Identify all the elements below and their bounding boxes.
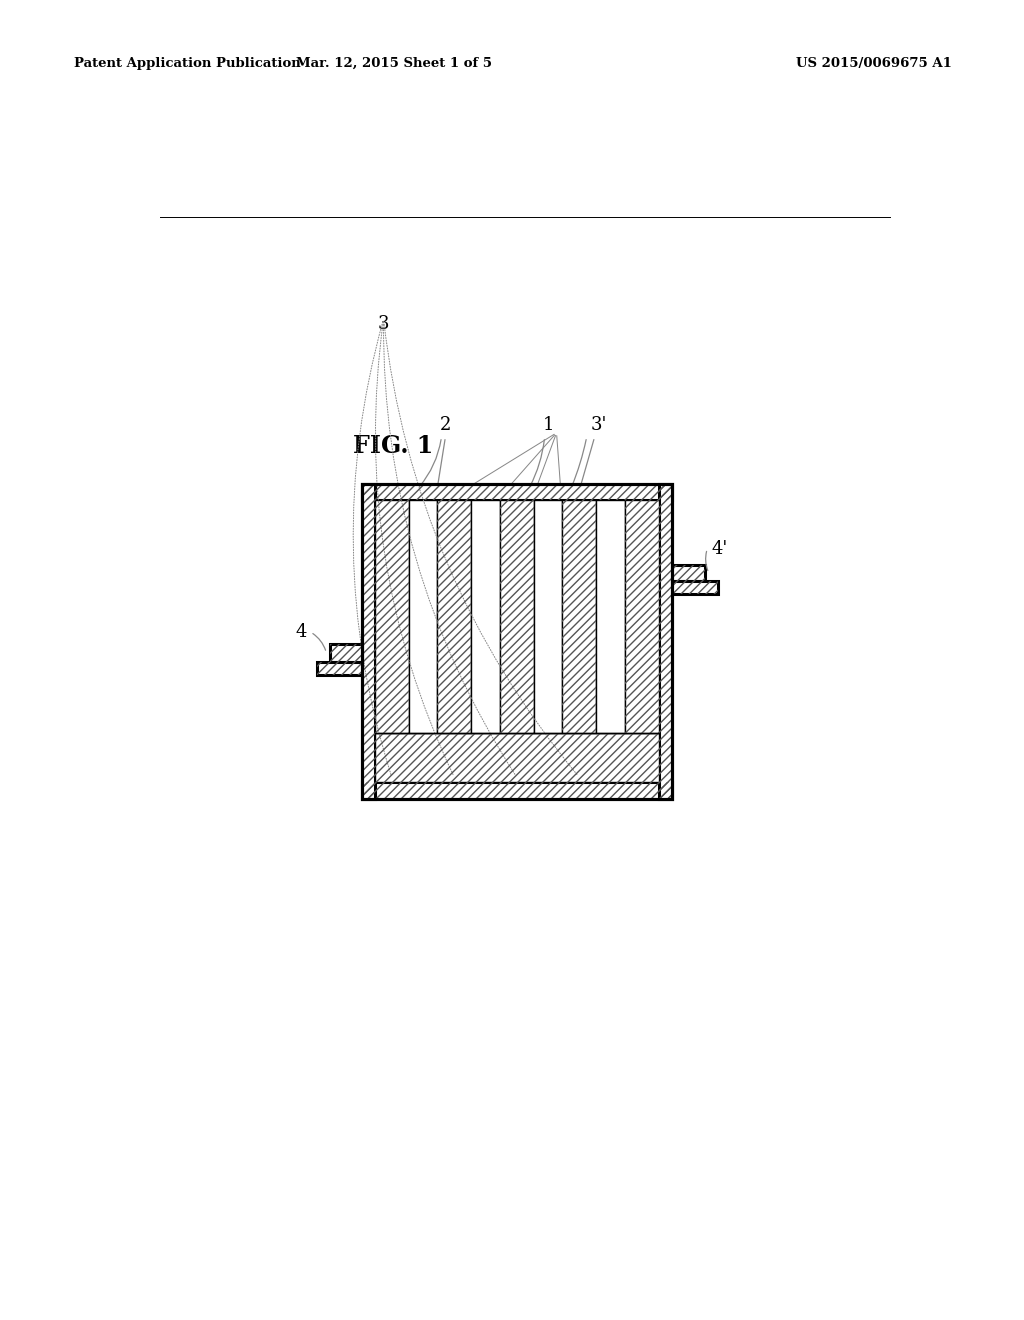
Bar bbox=[625, 500, 658, 733]
Bar bbox=[362, 483, 375, 799]
Bar bbox=[437, 500, 471, 733]
Bar bbox=[562, 500, 596, 733]
Bar bbox=[375, 500, 409, 733]
Text: 2: 2 bbox=[439, 416, 452, 434]
Bar bbox=[672, 581, 719, 594]
Text: 4: 4 bbox=[295, 623, 307, 642]
Text: US 2015/0069675 A1: US 2015/0069675 A1 bbox=[797, 57, 952, 70]
Bar bbox=[362, 483, 375, 799]
Text: Mar. 12, 2015 Sheet 1 of 5: Mar. 12, 2015 Sheet 1 of 5 bbox=[296, 57, 493, 70]
Text: Patent Application Publication: Patent Application Publication bbox=[74, 57, 300, 70]
Bar bbox=[658, 483, 672, 799]
Bar bbox=[362, 483, 672, 799]
Bar bbox=[375, 500, 409, 733]
Bar bbox=[672, 581, 719, 594]
Bar bbox=[331, 644, 362, 661]
Bar bbox=[596, 500, 625, 733]
Text: 4': 4' bbox=[712, 540, 727, 557]
Bar bbox=[316, 661, 362, 675]
Bar bbox=[362, 783, 672, 799]
Text: 3': 3' bbox=[591, 416, 607, 434]
Bar bbox=[672, 565, 705, 581]
Bar bbox=[534, 500, 562, 733]
Bar bbox=[362, 483, 672, 500]
Text: 3: 3 bbox=[378, 315, 389, 333]
Bar bbox=[562, 500, 596, 733]
Text: 1: 1 bbox=[543, 416, 554, 434]
Bar bbox=[658, 483, 672, 799]
Bar bbox=[500, 500, 534, 733]
Bar bbox=[409, 500, 437, 733]
Text: FIG. 1: FIG. 1 bbox=[352, 434, 433, 458]
Bar bbox=[362, 483, 672, 799]
Bar bbox=[375, 733, 658, 783]
Bar bbox=[331, 644, 362, 661]
Bar bbox=[437, 500, 471, 733]
Bar bbox=[362, 483, 672, 500]
Bar bbox=[362, 483, 672, 799]
Bar bbox=[471, 500, 500, 733]
Bar bbox=[500, 500, 534, 733]
Bar bbox=[316, 661, 362, 675]
Bar bbox=[625, 500, 658, 733]
Bar bbox=[375, 733, 658, 783]
Bar bbox=[672, 565, 705, 581]
Bar bbox=[362, 783, 672, 799]
